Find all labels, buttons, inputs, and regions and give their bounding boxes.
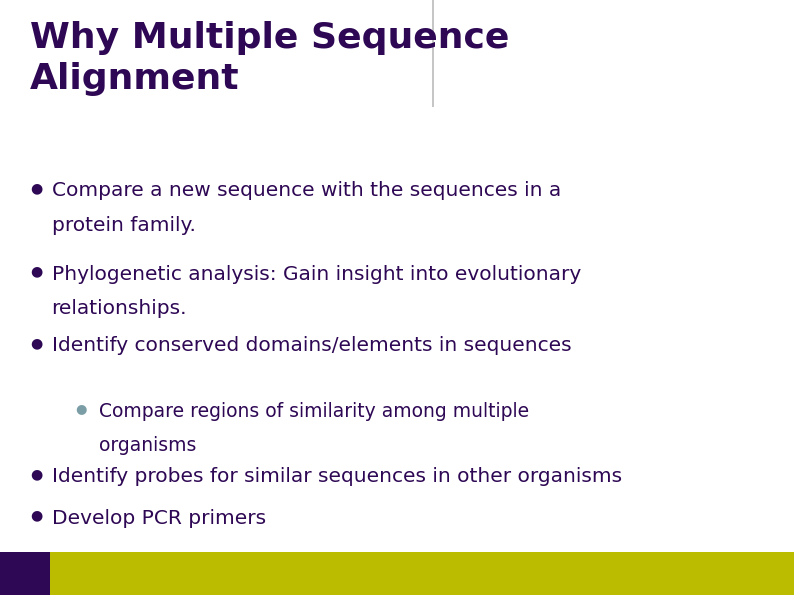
Text: ●: ● — [30, 509, 43, 523]
Text: Develop PCR primers: Develop PCR primers — [52, 509, 266, 528]
Text: Why Multiple Sequence: Why Multiple Sequence — [30, 21, 510, 55]
Text: ●: ● — [30, 265, 43, 279]
Text: Phylogenetic analysis: Gain insight into evolutionary: Phylogenetic analysis: Gain insight into… — [52, 265, 581, 284]
Text: Compare a new sequence with the sequences in a: Compare a new sequence with the sequence… — [52, 181, 561, 201]
Text: organisms: organisms — [99, 436, 197, 455]
Bar — [50, 552, 794, 595]
Bar — [0, 552, 50, 595]
Text: ●: ● — [30, 467, 43, 481]
Text: ●: ● — [75, 402, 87, 415]
Text: relationships.: relationships. — [52, 299, 187, 318]
Text: Identify probes for similar sequences in other organisms: Identify probes for similar sequences in… — [52, 467, 622, 486]
Text: Identify conserved domains/elements in sequences: Identify conserved domains/elements in s… — [52, 336, 571, 355]
Text: Compare regions of similarity among multiple: Compare regions of similarity among mult… — [99, 402, 530, 421]
Text: protein family.: protein family. — [52, 216, 195, 235]
Text: ●: ● — [30, 336, 43, 350]
Text: ●: ● — [30, 181, 43, 196]
Text: Alignment: Alignment — [30, 62, 240, 96]
